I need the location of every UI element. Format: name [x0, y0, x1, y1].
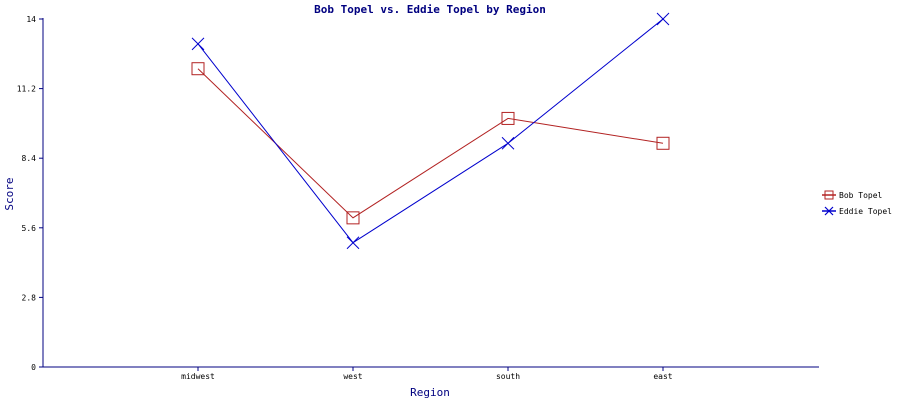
- data-point-x: [501, 136, 515, 150]
- x-tick-label: midwest: [181, 372, 215, 381]
- x-tick-label: east: [653, 372, 672, 381]
- legend: Bob Topel Eddie Topel: [822, 190, 892, 216]
- series-line-0: [197, 68, 664, 219]
- y-axis-ticks: 0 2.8 5.6 8.4 11.2 14: [17, 15, 43, 372]
- x-axis-ticks: midwest west south east: [181, 367, 673, 381]
- data-point-square: [191, 62, 205, 76]
- x-tick-label: south: [496, 372, 520, 381]
- legend-marker-x: [824, 206, 834, 216]
- y-tick-label: 0: [31, 363, 36, 372]
- y-tick-label: 8.4: [22, 154, 37, 163]
- y-tick-label: 14: [26, 15, 36, 24]
- y-tick-label: 11.2: [17, 85, 36, 94]
- data-point-x: [191, 37, 205, 51]
- x-tick-label: west: [343, 372, 362, 381]
- data-point-x: [346, 236, 360, 250]
- y-tick-label: 2.8: [22, 293, 37, 302]
- chart-title: Bob Topel vs. Eddie Topel by Region: [314, 3, 546, 16]
- series-group: [191, 12, 670, 250]
- data-point-x: [656, 12, 670, 26]
- legend-item-1: Eddie Topel: [822, 206, 892, 216]
- legend-label: Bob Topel: [839, 191, 883, 200]
- y-axis-label: Score: [3, 177, 16, 210]
- y-tick-label: 5.6: [22, 224, 37, 233]
- data-point-square: [346, 211, 360, 225]
- data-point-square: [656, 136, 670, 150]
- legend-item-0: Bob Topel: [822, 190, 883, 200]
- series-line-1: [197, 18, 664, 244]
- x-axis-label: Region: [410, 386, 450, 399]
- legend-label: Eddie Topel: [839, 207, 892, 216]
- legend-marker-square: [824, 190, 834, 200]
- data-point-square: [501, 111, 515, 125]
